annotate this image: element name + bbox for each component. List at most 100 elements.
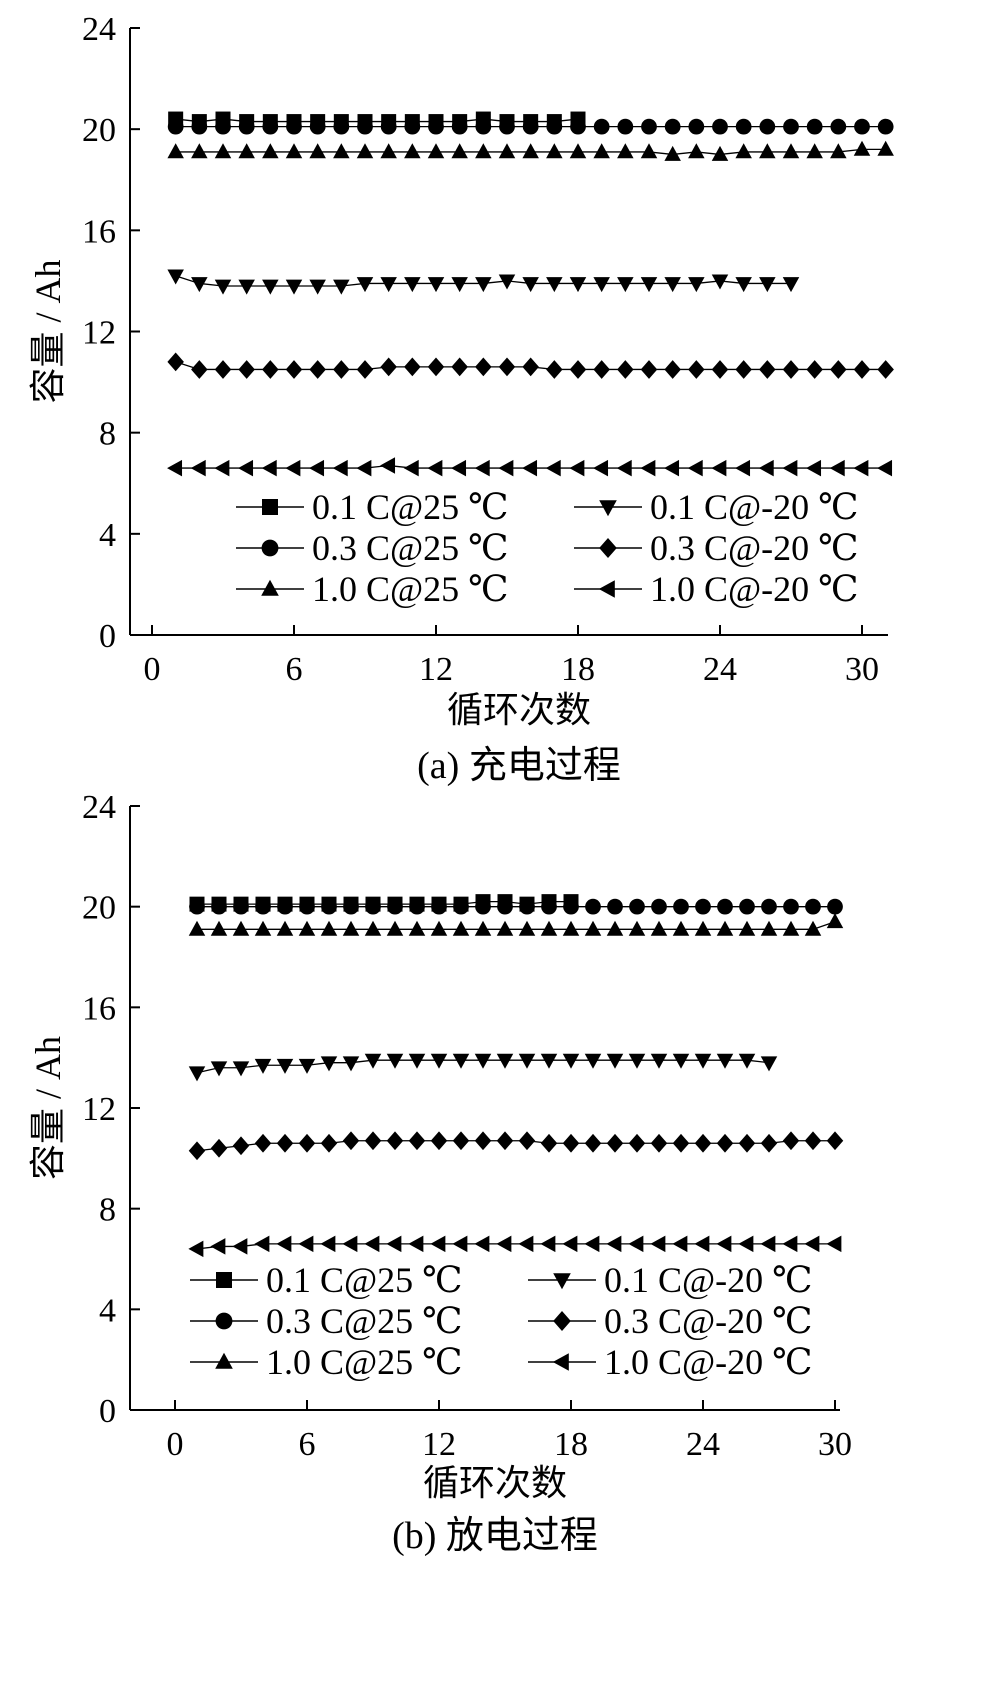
- series-triangle-down: [167, 269, 800, 295]
- data-point: [606, 1053, 624, 1069]
- data-point: [606, 1133, 624, 1153]
- data-point: [498, 143, 516, 159]
- data-point: [496, 1235, 512, 1253]
- legend-marker: [599, 500, 617, 517]
- data-point: [759, 360, 776, 379]
- data-point: [593, 277, 610, 293]
- data-point: [628, 1053, 646, 1069]
- data-point: [522, 357, 539, 377]
- data-point: [877, 118, 894, 135]
- data-point: [238, 118, 255, 135]
- data-point: [522, 118, 539, 135]
- data-point: [782, 920, 800, 936]
- data-point: [474, 920, 492, 936]
- y-tick-label: 12: [82, 315, 116, 352]
- data-point: [518, 1131, 536, 1151]
- data-point: [783, 118, 799, 135]
- data-point: [320, 1235, 336, 1253]
- data-point: [215, 118, 231, 135]
- data-point: [688, 360, 705, 379]
- data-point: [342, 920, 360, 936]
- data-point: [404, 357, 421, 377]
- data-point: [261, 459, 277, 477]
- data-point: [711, 360, 729, 379]
- data-point: [320, 1056, 338, 1072]
- data-point: [499, 118, 515, 135]
- series-line: [175, 118, 579, 123]
- data-point: [545, 459, 561, 477]
- data-point: [188, 1066, 206, 1082]
- data-point: [569, 360, 587, 379]
- data-point: [262, 118, 279, 135]
- legend-item: 0.3 C@-20 ℃: [528, 1301, 812, 1341]
- data-point: [380, 277, 397, 293]
- data-point: [427, 459, 443, 477]
- data-point: [380, 357, 397, 377]
- x-tick-label: 30: [845, 651, 879, 688]
- data-point: [474, 1235, 490, 1253]
- data-point: [276, 1235, 292, 1253]
- data-point: [188, 1141, 206, 1161]
- series-line: [197, 900, 571, 905]
- data-point: [546, 143, 563, 159]
- y-tick-label: 4: [99, 1292, 116, 1329]
- data-point: [357, 118, 373, 135]
- legend-marker: [553, 1273, 571, 1290]
- legend-label: 1.0 C@25 ℃: [266, 1342, 462, 1382]
- data-point: [430, 1235, 446, 1253]
- data-point: [540, 1053, 558, 1069]
- data-point: [782, 459, 798, 477]
- data-point: [826, 913, 844, 929]
- data-point: [562, 920, 580, 936]
- data-point: [640, 360, 658, 379]
- data-point: [650, 1235, 666, 1253]
- data-point: [380, 143, 397, 159]
- x-tick-label: 24: [703, 651, 737, 688]
- data-point: [522, 277, 539, 293]
- data-point: [716, 1133, 734, 1153]
- data-point: [760, 1133, 778, 1153]
- data-point: [640, 277, 658, 293]
- data-point: [321, 898, 337, 915]
- data-point: [782, 143, 800, 159]
- data-point: [474, 459, 490, 477]
- data-point: [826, 1131, 844, 1151]
- data-point: [738, 1133, 756, 1153]
- data-point: [452, 1053, 470, 1069]
- x-tick-label: 6: [286, 651, 303, 688]
- legend-marker: [215, 1312, 233, 1330]
- legend-label: 1.0 C@-20 ℃: [604, 1342, 812, 1382]
- data-point: [214, 143, 232, 159]
- data-point: [496, 1053, 514, 1069]
- series-diamond: [167, 352, 894, 379]
- data-point: [475, 357, 492, 377]
- x-axis-title: 循环次数: [423, 1463, 567, 1503]
- y-tick-label: 24: [82, 789, 116, 826]
- y-tick-label: 16: [82, 990, 116, 1027]
- x-tick-label: 0: [144, 651, 161, 688]
- data-point: [451, 277, 468, 293]
- data-point: [519, 898, 535, 915]
- data-point: [254, 1133, 272, 1153]
- data-point: [518, 1053, 536, 1069]
- data-point: [804, 1235, 820, 1253]
- data-point: [672, 1235, 688, 1253]
- data-point: [320, 1133, 338, 1153]
- series-triangle-down: [188, 1053, 778, 1082]
- data-point: [672, 1133, 690, 1153]
- data-point: [607, 898, 623, 915]
- data-point: [498, 274, 516, 290]
- data-point: [404, 277, 421, 293]
- data-point: [759, 143, 776, 159]
- x-tick-label: 18: [554, 1426, 588, 1463]
- legend-marker: [598, 580, 615, 598]
- legend-item: 1.0 C@25 ℃: [236, 569, 508, 609]
- data-point: [711, 274, 729, 290]
- data-point: [540, 1235, 556, 1253]
- data-point: [386, 1053, 404, 1069]
- data-point: [570, 118, 586, 135]
- data-point: [628, 1235, 644, 1253]
- y-tick-label: 8: [99, 1192, 116, 1229]
- series-line: [196, 1243, 835, 1250]
- data-point: [364, 1053, 382, 1069]
